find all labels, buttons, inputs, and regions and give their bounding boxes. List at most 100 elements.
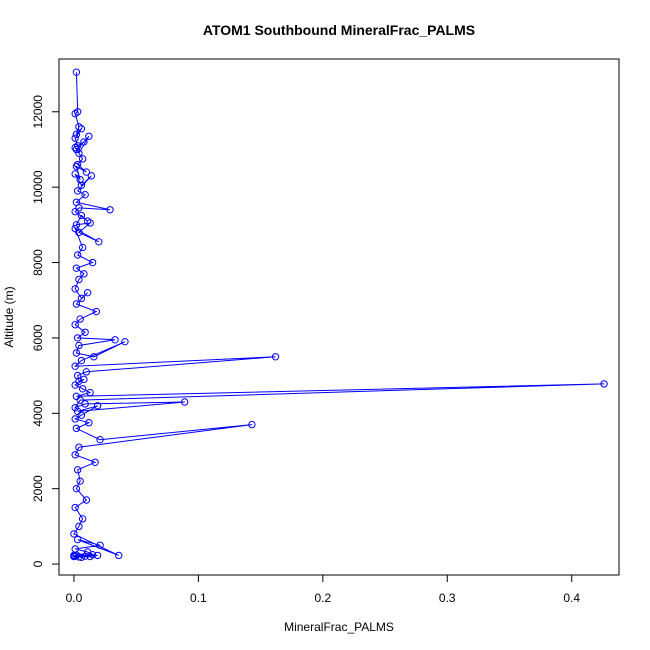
data-point [72, 264, 81, 272]
data-point [75, 275, 83, 284]
data-point [77, 356, 86, 365]
data-point [71, 403, 79, 412]
data-point [72, 424, 81, 433]
chart-title: ATOM1 Southbound MineralFrac_PALMS [203, 22, 475, 38]
y-tick-label: 6000 [31, 324, 45, 351]
data-point [71, 321, 79, 329]
data-point [71, 552, 79, 560]
data-point [73, 251, 82, 259]
data-point [72, 300, 81, 308]
y-tick-label: 4000 [31, 400, 45, 427]
x-axis: 0.0 0.1 0.2 0.3 0.4 [66, 574, 580, 605]
data-point [71, 503, 79, 512]
data-point [91, 458, 99, 467]
series-line [73, 72, 605, 558]
series-layer [70, 68, 608, 561]
data-point [71, 109, 79, 118]
data-point [76, 315, 84, 323]
data-point [96, 541, 104, 549]
data-point [71, 224, 79, 233]
data-point [70, 551, 78, 560]
data-point [80, 138, 88, 146]
data-point [82, 168, 91, 176]
data-point [88, 258, 97, 267]
data-point [75, 522, 83, 531]
data-point [81, 328, 89, 336]
data-point [96, 435, 104, 444]
data-point [81, 190, 89, 199]
data-point [71, 381, 79, 389]
data-point [73, 187, 82, 195]
data-point [78, 243, 87, 252]
data-point [92, 307, 101, 316]
x-tick-label: 0.2 [314, 591, 331, 605]
x-tick-label: 0.3 [439, 591, 456, 605]
y-axis: 0 2000 4000 6000 8000 10000 12000 [31, 95, 60, 567]
data-point [71, 143, 79, 152]
data-point [78, 385, 87, 393]
data-point [72, 130, 81, 139]
data-point [71, 170, 79, 178]
data-point [271, 353, 280, 361]
data-point [72, 484, 81, 493]
data-point [73, 407, 82, 416]
y-axis-label: Altitude (m) [2, 286, 16, 347]
data-point [73, 334, 82, 342]
data-point [77, 181, 86, 189]
y-tick-label: 0 [31, 560, 45, 567]
data-point [77, 125, 86, 133]
data-point [75, 149, 83, 157]
data-point [77, 211, 86, 220]
data-point [76, 175, 84, 184]
plot-frame [58, 58, 620, 576]
data-point [78, 155, 87, 163]
data-point [71, 285, 79, 293]
y-tick-label: 8000 [31, 249, 45, 276]
data-point [82, 496, 91, 504]
data-point [73, 535, 82, 544]
data-point [80, 375, 88, 384]
data-point [82, 368, 91, 376]
data-point [86, 219, 94, 227]
data-point [75, 204, 83, 212]
x-tick-label: 0.1 [190, 591, 207, 605]
data-point [72, 145, 81, 154]
y-tick-label: 2000 [31, 475, 45, 502]
data-point [78, 515, 87, 523]
data-point [93, 402, 102, 410]
data-point [86, 552, 94, 561]
data-point [93, 551, 102, 560]
x-tick-label: 0.0 [66, 591, 83, 605]
data-point [87, 172, 96, 180]
data-point [72, 221, 81, 229]
data-point [86, 388, 94, 397]
data-point [75, 553, 83, 561]
data-point [72, 392, 81, 401]
data-point [76, 396, 84, 404]
data-point [90, 353, 98, 361]
data-point [83, 288, 92, 297]
data-point [73, 371, 82, 380]
x-tick-label: 0.4 [563, 591, 580, 605]
data-point [72, 68, 81, 76]
data-point [71, 362, 79, 370]
data-point [111, 336, 119, 344]
data-point [248, 420, 256, 429]
data-point [600, 380, 608, 388]
data-point [75, 443, 83, 451]
data-point [180, 398, 189, 406]
data-point [73, 466, 82, 474]
data-point [76, 477, 84, 485]
data-point [81, 400, 89, 408]
data-point [77, 294, 86, 303]
data-point [85, 419, 93, 427]
data-point [80, 270, 88, 278]
data-point [75, 228, 83, 237]
x-axis-label: MineralFrac_PALMS [284, 620, 394, 634]
data-point [77, 411, 86, 419]
data-point [121, 337, 129, 346]
data-point [72, 349, 81, 357]
data-point [71, 415, 79, 423]
data-point [85, 132, 93, 140]
